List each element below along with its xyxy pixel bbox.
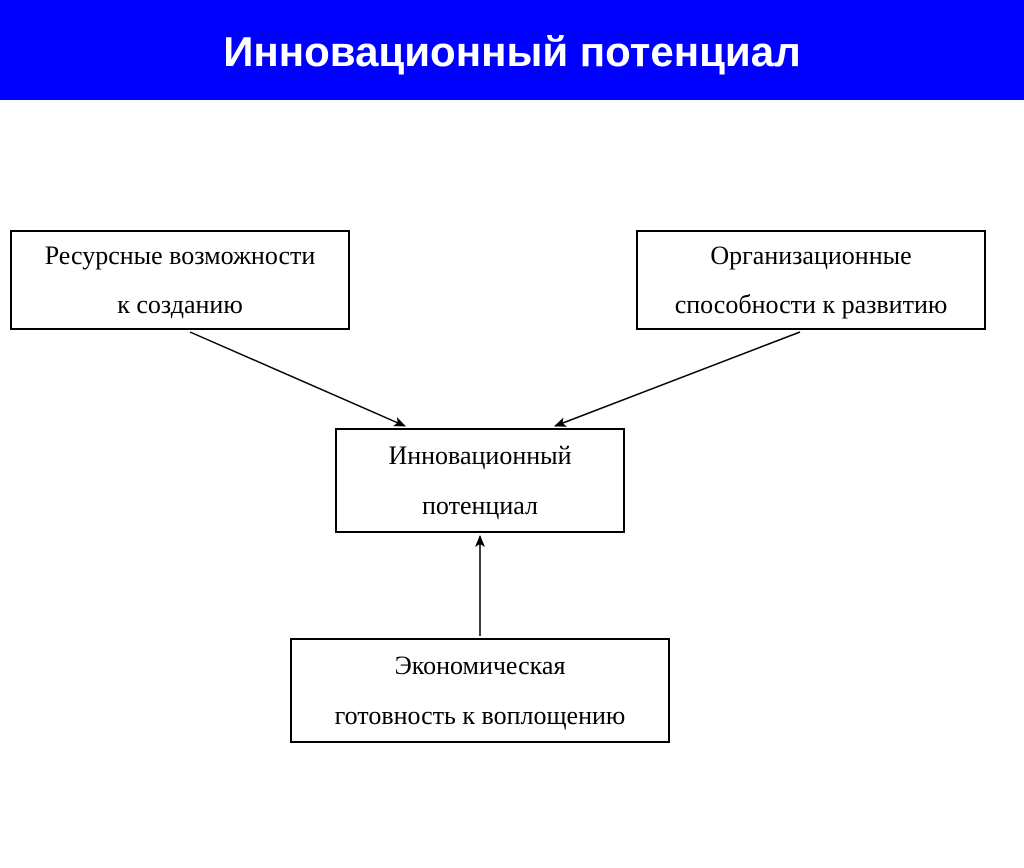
node-economic-line1: Экономическая (395, 641, 566, 690)
node-economic-line2: готовность к воплощению (335, 691, 626, 740)
node-organizational-line2: способности к развитию (675, 280, 948, 329)
node-innovation-line1: Инновационный (388, 431, 571, 480)
node-organizational-line1: Организационные (710, 231, 911, 280)
node-economic: Экономическая готовность к воплощению (290, 638, 670, 743)
slide-title-bar: Инновационный потенциал (0, 0, 1024, 100)
node-innovation-potential: Инновационный потенциал (335, 428, 625, 533)
edge-arrow (555, 332, 800, 426)
node-resources: Ресурсные возможности к созданию (10, 230, 350, 330)
node-organizational: Организационные способности к развитию (636, 230, 986, 330)
edge-arrow (190, 332, 405, 426)
node-resources-line2: к созданию (117, 280, 243, 329)
node-innovation-line2: потенциал (422, 481, 538, 530)
slide-title-text: Инновационный потенциал (223, 28, 801, 75)
node-resources-line1: Ресурсные возможности (45, 231, 316, 280)
